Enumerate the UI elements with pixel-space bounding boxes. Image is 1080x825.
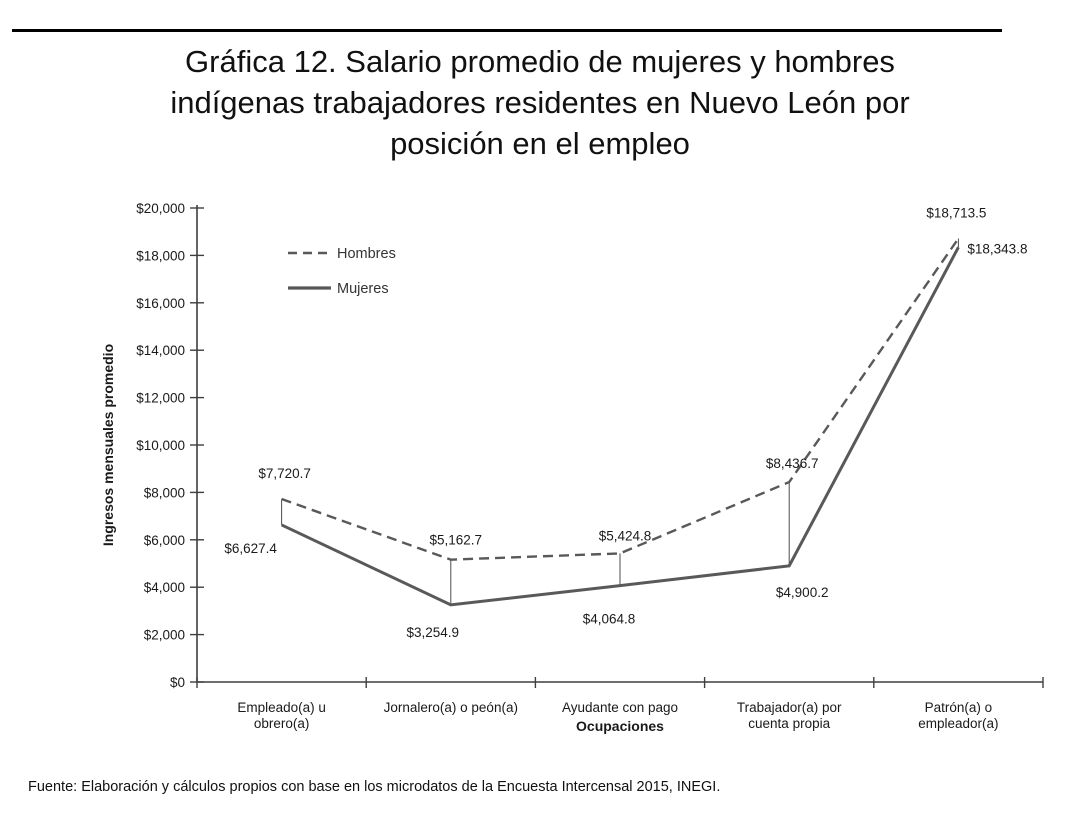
data-label-mujeres: $4,900.2 bbox=[776, 585, 829, 600]
series-line-hombres bbox=[281, 237, 960, 561]
data-label-hombres: $8,436.7 bbox=[766, 456, 819, 471]
data-label-mujeres: $18,343.8 bbox=[967, 241, 1027, 256]
y-axis-title: Ingresos mensuales promedio bbox=[100, 344, 116, 546]
data-label-hombres: $7,720.7 bbox=[258, 466, 311, 481]
category-label: Ayudante con pago bbox=[562, 700, 678, 715]
series-line-mujeres bbox=[280, 246, 960, 607]
top-border-line bbox=[12, 29, 1002, 32]
y-tick-label: $6,000 bbox=[144, 533, 185, 548]
data-label-hombres: $5,162.7 bbox=[430, 533, 483, 548]
x-axis-title: Ocupaciones bbox=[576, 718, 664, 734]
y-tick-label: $20,000 bbox=[136, 201, 185, 216]
legend: Hombres Mujeres bbox=[288, 246, 396, 297]
category-label: Trabajador(a) por cuenta propia bbox=[737, 700, 842, 731]
y-tick-label: $12,000 bbox=[136, 391, 185, 406]
y-tick-label: $18,000 bbox=[136, 248, 185, 263]
chart-title: Gráfica 12. Salario promedio de mujeres … bbox=[40, 41, 1040, 164]
chart-title-line-3: posición en el empleo bbox=[390, 126, 690, 161]
data-label-mujeres: $4,064.8 bbox=[583, 612, 636, 627]
chart-title-line-1: Gráfica 12. Salario promedio de mujeres … bbox=[185, 44, 895, 79]
legend-label-hombres: Hombres bbox=[337, 246, 396, 262]
y-tick-label: $16,000 bbox=[136, 296, 185, 311]
legend-label-mujeres: Mujeres bbox=[337, 281, 389, 297]
data-label-hombres: $18,713.5 bbox=[926, 205, 986, 220]
data-label-mujeres: $3,254.9 bbox=[407, 625, 460, 640]
y-tick-label: $8,000 bbox=[144, 485, 185, 500]
y-tick-label: $0 bbox=[170, 675, 185, 690]
category-label: Empleado(a) u obrero(a) bbox=[237, 700, 326, 731]
category-label: Patrón(a) o empleador(a) bbox=[918, 700, 998, 731]
y-tick-label: $4,000 bbox=[144, 580, 185, 595]
category-label: Jornalero(a) o peón(a) bbox=[384, 700, 518, 715]
source-note: Fuente: Elaboración y cálculos propios c… bbox=[28, 779, 721, 795]
y-tick-label: $10,000 bbox=[136, 438, 185, 453]
y-tick-label: $14,000 bbox=[136, 343, 185, 358]
data-label-hombres: $5,424.8 bbox=[599, 528, 652, 543]
y-tick-label: $2,000 bbox=[144, 628, 185, 643]
chart-title-line-2: indígenas trabajadores residentes en Nue… bbox=[170, 85, 910, 120]
data-label-mujeres: $6,627.4 bbox=[224, 541, 277, 556]
